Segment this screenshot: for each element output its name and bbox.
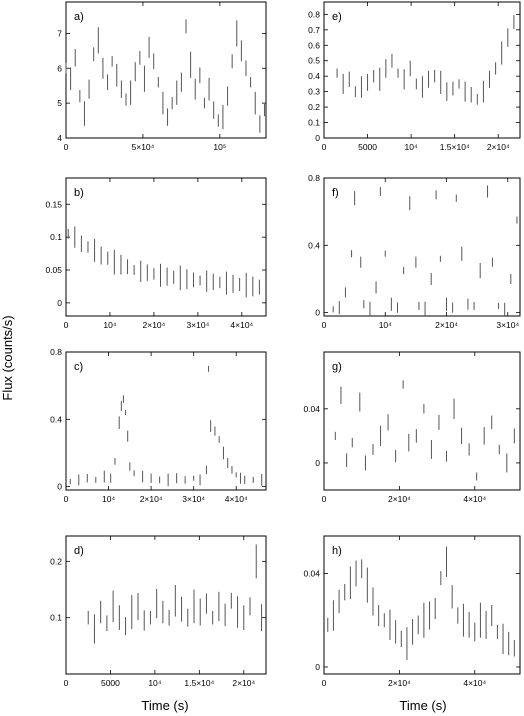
x-tick-label-b-3: 3×10⁴: [186, 320, 209, 330]
y-tick-label-b-2: 0.1: [50, 232, 62, 242]
x-tick-label-a-1: 5×10⁴: [132, 142, 155, 152]
x-tick-label-e-1: 5000: [358, 142, 377, 152]
x-tick-label-b-4: 4×10⁴: [230, 320, 253, 330]
x-tick-label-f-0: 0: [322, 320, 327, 330]
x-tick-label-c-0: 0: [64, 494, 69, 504]
y-tick-label-a-3: 7: [57, 28, 62, 38]
panel-label-f: f): [332, 187, 339, 199]
panel-label-a: a): [74, 11, 84, 23]
y-tick-label-a-2: 6: [57, 63, 62, 73]
y-tick-label-a-1: 5: [57, 98, 62, 108]
y-tick-label-g-1: 0.04: [303, 404, 320, 414]
panel-frame-h: [323, 535, 521, 675]
x-tick-label-g-1: 2×10⁴: [388, 494, 411, 504]
y-tick-label-b-1: 0.05: [45, 265, 62, 275]
x-tick-label-c-2: 2×10⁴: [140, 494, 163, 504]
y-tick-label-c-0: 0: [57, 482, 62, 492]
x-tick-label-d-4: 2×10⁴: [232, 678, 255, 688]
y-tick-label-h-0: 0: [315, 662, 320, 672]
x-tick-label-h-0: 0: [322, 678, 327, 688]
x-tick-label-h-1: 2×10⁴: [388, 678, 411, 688]
y-tick-label-e-4: 0.4: [308, 71, 320, 81]
x-tick-label-a-0: 0: [64, 142, 69, 152]
y-tick-label-c-2: 0.8: [50, 347, 62, 357]
x-tick-label-c-4: 4×10⁴: [225, 494, 248, 504]
y-tick-label-f-0: 0: [315, 308, 320, 318]
panel-a: 0 5×10⁴ 10⁵ 4 5 6 7 a): [57, 1, 267, 152]
panel-e: 0 5000 10⁴ 1.5×10⁴ 2×10⁴ 0 0.1 0.2 0.3 0.4 0.5 0.6 0…: [308, 1, 521, 152]
panel-h: 0 2×10⁴ 4×10⁴ 0 0.04 h): [303, 535, 521, 688]
panel-frame-e: [323, 1, 521, 139]
x-tick-label-f-2: 2×10⁴: [435, 320, 458, 330]
x-axis-title-right: Time (s): [399, 698, 446, 713]
panel-frame-g: [323, 351, 521, 491]
panel-label-d: d): [74, 545, 84, 557]
x-tick-label-f-3: 3×10⁴: [496, 320, 519, 330]
panel-f: 0 10⁴ 2×10⁴ 3×10⁴ 0 0.4 0.8 f): [308, 173, 521, 330]
y-tick-label-e-2: 0.2: [308, 102, 320, 112]
x-tick-label-h-2: 4×10⁴: [463, 678, 486, 688]
x-tick-label-f-1: 10⁴: [379, 320, 392, 330]
x-tick-label-c-3: 3×10⁴: [182, 494, 205, 504]
y-tick-label-e-1: 0.1: [308, 118, 320, 128]
x-tick-label-d-1: 5000: [101, 678, 120, 688]
x-tick-label-d-0: 0: [64, 678, 69, 688]
y-tick-label-b-3: 0.15: [45, 199, 62, 209]
panel-g: 0 2×10⁴ 4×10⁴ 0 0.04 g): [303, 351, 521, 504]
panel-label-e: e): [332, 11, 342, 23]
y-tick-label-d-0: 0.1: [50, 613, 62, 623]
y-tick-label-f-1: 0.4: [308, 240, 320, 250]
x-tick-label-e-0: 0: [322, 142, 327, 152]
x-tick-label-a-2: 10⁵: [213, 142, 226, 152]
panel-label-b: b): [74, 187, 84, 199]
panel-c: 0 10⁴ 2×10⁴ 3×10⁴ 4×10⁴ 0 0.4 0.8 c): [50, 347, 267, 504]
panel-label-c: c): [74, 361, 83, 373]
y-tick-label-e-6: 0.6: [308, 40, 320, 50]
panel-frame-b: [65, 177, 267, 317]
x-tick-label-d-3: 1.5×10⁴: [184, 678, 214, 688]
x-tick-label-b-2: 2×10⁴: [143, 320, 166, 330]
x-tick-label-b-1: 10⁴: [103, 320, 116, 330]
x-tick-label-d-2: 10⁴: [148, 678, 161, 688]
x-axis-title-left: Time (s): [141, 698, 188, 713]
y-tick-label-e-3: 0.3: [308, 87, 320, 97]
y-axis-title: Flux (counts/s): [0, 315, 15, 400]
panel-frame-d: [65, 535, 267, 675]
y-tick-label-d-1: 0.2: [50, 556, 62, 566]
y-tick-label-f-2: 0.8: [308, 173, 320, 183]
panel-label-g: g): [332, 361, 342, 373]
x-tick-label-e-3: 1.5×10⁴: [440, 142, 470, 152]
panel-d: 0 5000 10⁴ 1.5×10⁴ 2×10⁴ 0.1 0.2 d): [50, 535, 267, 688]
y-tick-label-e-5: 0.5: [308, 56, 320, 66]
y-tick-label-h-1: 0.04: [303, 568, 320, 578]
y-tick-label-b-0: 0: [57, 298, 62, 308]
x-tick-label-g-2: 4×10⁴: [463, 494, 486, 504]
panel-label-h: h): [332, 545, 342, 557]
panel-b: 0 10⁴ 2×10⁴ 3×10⁴ 4×10⁴ 0 0.05 0.1 0.15 b): [45, 177, 267, 330]
y-tick-label-c-1: 0.4: [50, 414, 62, 424]
y-tick-label-e-8: 0.8: [308, 9, 320, 19]
y-tick-label-e-7: 0.7: [308, 25, 320, 35]
x-tick-label-e-2: 10⁴: [405, 142, 418, 152]
y-tick-label-a-0: 4: [57, 133, 62, 143]
x-tick-label-e-4: 2×10⁴: [487, 142, 510, 152]
x-tick-label-c-1: 10⁴: [102, 494, 115, 504]
x-tick-label-b-0: 0: [64, 320, 69, 330]
panel-frame-c: [65, 351, 267, 491]
y-tick-label-g-0: 0: [315, 458, 320, 468]
x-tick-label-g-0: 0: [322, 494, 327, 504]
panel-frame-f: [323, 177, 521, 317]
panel-frame-a: [65, 1, 267, 139]
y-tick-label-e-0: 0: [315, 133, 320, 143]
